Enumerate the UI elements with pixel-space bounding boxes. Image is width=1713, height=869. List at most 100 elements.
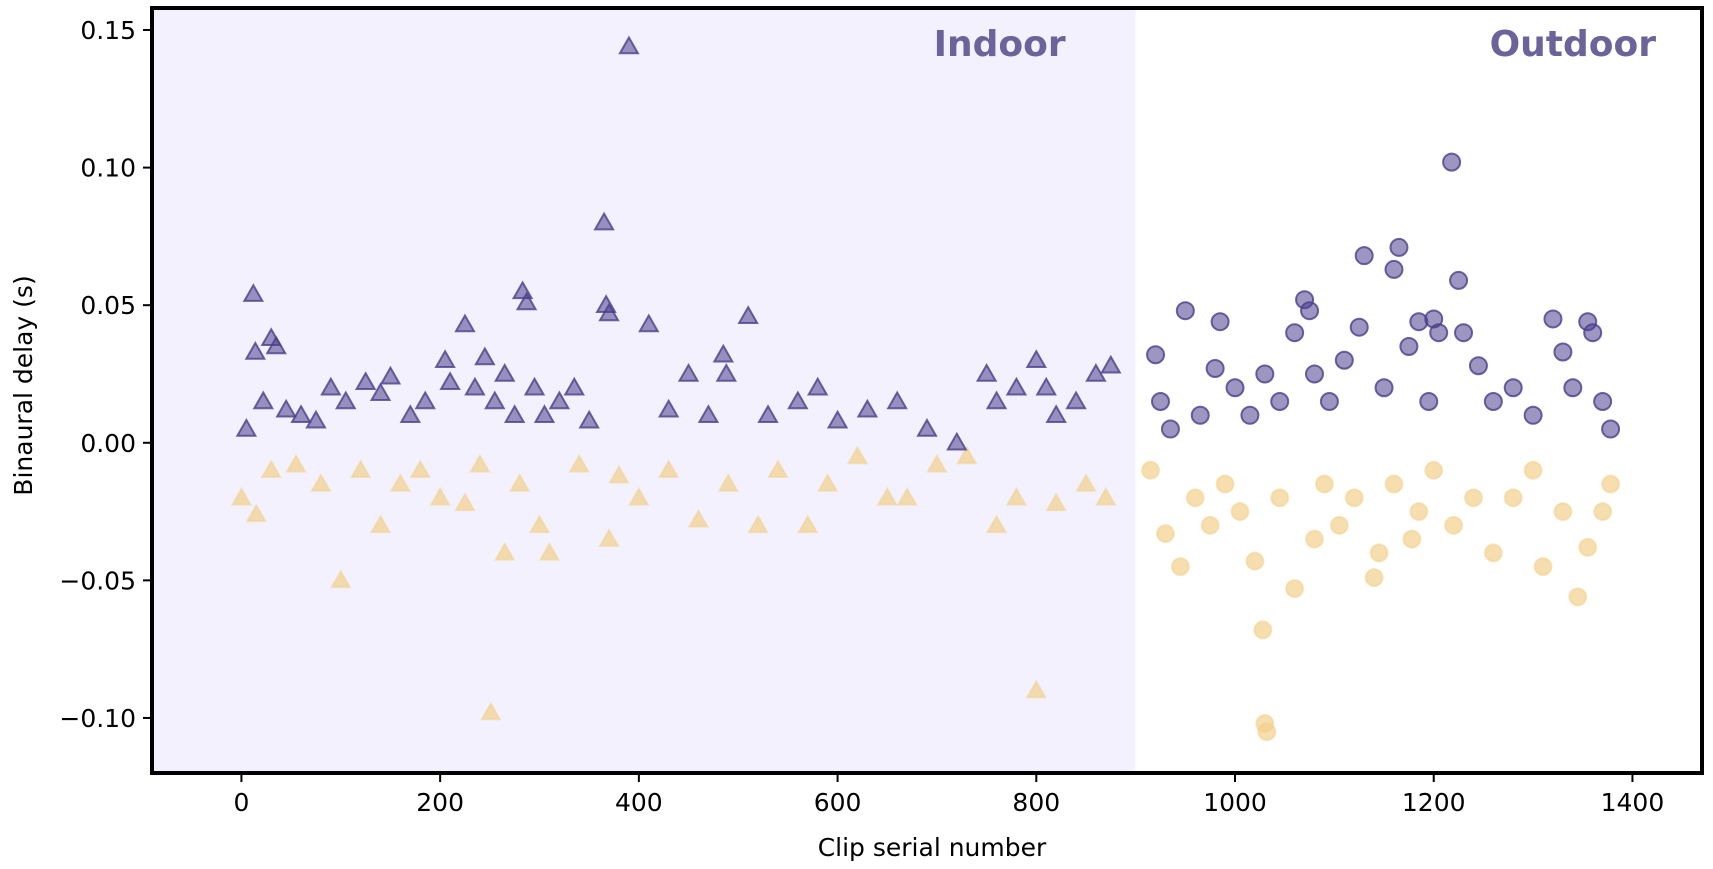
negative-triangle-point <box>687 508 710 528</box>
positive-circle-point <box>1449 270 1469 290</box>
negative-triangle-point <box>454 492 476 512</box>
negative-circle-point <box>1200 515 1220 535</box>
positive-triangle-point <box>474 346 496 366</box>
x-tick-label: 1200 <box>1402 788 1466 817</box>
y-tick-label: −0.05 <box>59 566 136 595</box>
negative-circle-point <box>1185 488 1205 508</box>
y-tick-label: 0.10 <box>80 154 136 183</box>
negative-triangle-point <box>926 453 948 473</box>
negative-circle-point <box>1369 543 1389 563</box>
positive-triangle-point <box>523 376 546 396</box>
x-tick-label: 600 <box>814 788 862 817</box>
positive-triangle-point <box>737 305 759 324</box>
positive-triangle-point <box>1065 390 1087 410</box>
positive-triangle-point <box>354 371 377 390</box>
negative-circle-point <box>1601 474 1621 494</box>
negative-triangle-point <box>369 514 392 534</box>
negative-circle-point <box>1402 529 1422 549</box>
negative-triangle-point <box>1025 679 1048 699</box>
positive-triangle-point <box>515 291 538 311</box>
positive-circle-point <box>1349 317 1369 337</box>
positive-circle-point <box>1374 378 1394 398</box>
positive-circle-point <box>1175 301 1195 321</box>
region-label-outdoor: Outdoor <box>1490 24 1657 65</box>
positive-triangle-point <box>484 390 506 410</box>
negative-triangle-point <box>717 473 740 492</box>
negative-circle-point <box>1170 557 1190 577</box>
positive-circle-point <box>1205 358 1225 378</box>
negative-triangle-point <box>568 453 590 473</box>
positive-circle-point <box>1384 259 1404 279</box>
positive-triangle-point <box>414 390 436 410</box>
negative-triangle-point <box>480 701 502 721</box>
negative-triangle-point <box>876 486 898 506</box>
negative-triangle-point <box>389 473 412 492</box>
positive-triangle-point <box>244 340 267 360</box>
positive-circle-point <box>1190 405 1210 425</box>
positive-circle-point <box>1419 392 1439 412</box>
x-tick-label: 0 <box>233 788 249 817</box>
negative-circle-point <box>1253 620 1273 640</box>
negative-triangle-point <box>409 459 431 479</box>
positive-circle-point <box>1146 345 1166 365</box>
negative-triangle-point <box>1005 486 1028 506</box>
negative-circle-point <box>1409 502 1429 522</box>
negative-circle-point <box>1568 587 1588 607</box>
negative-circle-point <box>1230 502 1250 522</box>
y-tick-label: −0.10 <box>59 704 136 733</box>
positive-circle-point <box>1553 342 1573 362</box>
positive-circle-point <box>1429 323 1449 343</box>
negative-circle-point <box>1463 488 1483 508</box>
negative-circle-point <box>1314 474 1334 494</box>
positive-circle-point <box>1240 405 1260 425</box>
positive-triangle-point <box>320 376 342 396</box>
positive-circle-point <box>1399 336 1419 356</box>
negative-circle-point <box>1553 502 1573 522</box>
negative-triangle-point <box>429 486 451 506</box>
negative-triangle-point <box>956 445 978 465</box>
negative-circle-point <box>1270 488 1290 508</box>
negative-triangle-point <box>245 503 268 523</box>
positive-triangle-point <box>1035 376 1057 396</box>
data-points <box>230 35 1621 742</box>
positive-circle-point <box>1150 392 1170 412</box>
negative-circle-point <box>1483 543 1503 563</box>
negative-circle-point <box>1141 460 1161 480</box>
positive-triangle-point <box>697 404 720 424</box>
y-tick-label: 0.00 <box>80 429 136 458</box>
positive-triangle-point <box>677 362 700 382</box>
positive-triangle-point <box>305 409 327 429</box>
positive-circle-point <box>1563 378 1583 398</box>
positive-triangle-point <box>712 343 735 363</box>
x-tick-label: 200 <box>416 788 464 817</box>
negative-triangle-point <box>1075 473 1097 492</box>
negative-circle-point <box>1285 579 1305 599</box>
negative-circle-point <box>1344 488 1364 508</box>
positive-triangle-point <box>503 404 526 424</box>
positive-circle-point <box>1523 405 1543 425</box>
negative-triangle-point <box>1095 486 1117 506</box>
negative-circle-point <box>1215 474 1235 494</box>
negative-circle-point <box>1523 460 1543 480</box>
plot-frame <box>150 6 1704 775</box>
positive-triangle-point <box>335 390 357 410</box>
negative-triangle-point <box>330 569 352 589</box>
positive-triangle-point <box>715 362 738 382</box>
positive-circle-point <box>1483 392 1503 412</box>
positive-triangle-point <box>578 409 600 429</box>
negative-triangle-point <box>896 486 918 506</box>
positive-circle-point <box>1389 237 1409 257</box>
positive-triangle-point <box>856 398 879 418</box>
positive-circle-point <box>1354 246 1374 266</box>
positive-circle-point <box>1503 378 1523 398</box>
positive-triangle-point <box>806 376 829 396</box>
positive-triangle-point <box>235 418 258 437</box>
negative-triangle-point <box>349 459 372 479</box>
positive-triangle-point <box>618 35 640 55</box>
positive-triangle-point <box>454 313 476 333</box>
positive-triangle-point <box>290 404 312 424</box>
positive-triangle-point <box>657 398 680 418</box>
positive-triangle-point <box>1005 376 1028 396</box>
region-label-indoor: Indoor <box>934 24 1066 65</box>
